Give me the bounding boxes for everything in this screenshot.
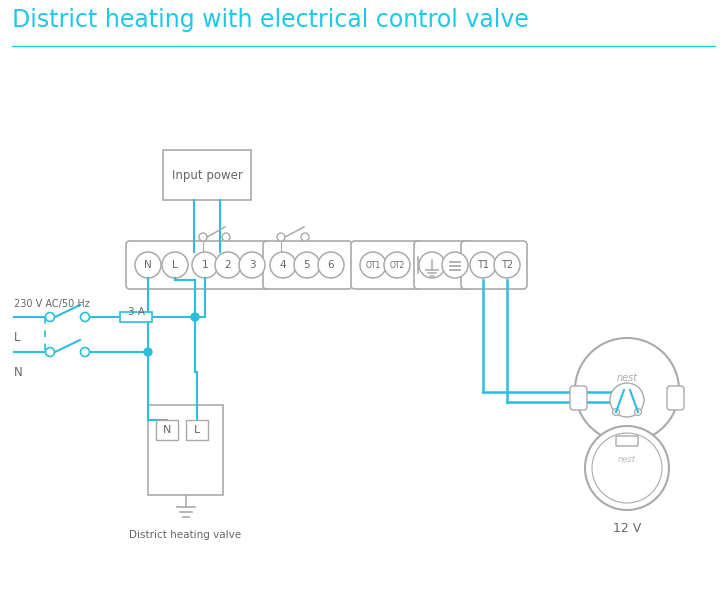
Text: N: N	[14, 366, 23, 379]
Text: T2: T2	[501, 260, 513, 270]
FancyBboxPatch shape	[163, 150, 251, 200]
Circle shape	[470, 252, 496, 278]
Text: District heating with electrical control valve: District heating with electrical control…	[12, 8, 529, 32]
FancyBboxPatch shape	[120, 312, 152, 322]
Text: 4: 4	[280, 260, 286, 270]
Circle shape	[612, 409, 620, 415]
FancyBboxPatch shape	[148, 405, 223, 495]
Circle shape	[239, 252, 265, 278]
Text: 230 V AC/50 Hz: 230 V AC/50 Hz	[14, 299, 90, 309]
Circle shape	[144, 348, 152, 356]
FancyBboxPatch shape	[186, 420, 208, 440]
Text: 6: 6	[328, 260, 334, 270]
FancyBboxPatch shape	[414, 241, 472, 289]
Text: 3: 3	[249, 260, 256, 270]
Text: N: N	[163, 425, 171, 435]
Text: nest: nest	[618, 456, 636, 465]
Circle shape	[45, 347, 55, 356]
Circle shape	[575, 338, 679, 442]
Circle shape	[360, 252, 386, 278]
Circle shape	[494, 252, 520, 278]
Circle shape	[384, 252, 410, 278]
Text: 1: 1	[202, 260, 208, 270]
FancyBboxPatch shape	[616, 436, 638, 446]
Circle shape	[191, 313, 199, 321]
Circle shape	[301, 233, 309, 241]
Text: N: N	[144, 260, 152, 270]
Text: L: L	[194, 425, 200, 435]
Circle shape	[81, 312, 90, 321]
Circle shape	[610, 383, 644, 417]
Circle shape	[635, 409, 641, 415]
Circle shape	[585, 426, 669, 510]
Text: L: L	[14, 331, 20, 344]
FancyBboxPatch shape	[461, 241, 527, 289]
Text: District heating valve: District heating valve	[130, 530, 242, 540]
Circle shape	[45, 312, 55, 321]
FancyBboxPatch shape	[156, 420, 178, 440]
Text: 5: 5	[304, 260, 310, 270]
Circle shape	[192, 252, 218, 278]
Text: T1: T1	[477, 260, 489, 270]
Text: 12 V: 12 V	[613, 522, 641, 535]
FancyBboxPatch shape	[570, 386, 587, 410]
FancyBboxPatch shape	[667, 386, 684, 410]
Text: OT1: OT1	[365, 261, 381, 270]
Circle shape	[162, 252, 188, 278]
Circle shape	[81, 347, 90, 356]
Circle shape	[419, 252, 445, 278]
Circle shape	[294, 252, 320, 278]
Text: OT2: OT2	[389, 261, 405, 270]
FancyBboxPatch shape	[126, 241, 271, 289]
Circle shape	[222, 233, 230, 241]
Circle shape	[277, 233, 285, 241]
Text: 3 A: 3 A	[127, 307, 144, 317]
Text: 2: 2	[225, 260, 232, 270]
Circle shape	[442, 252, 468, 278]
Circle shape	[199, 233, 207, 241]
Circle shape	[135, 252, 161, 278]
Circle shape	[270, 252, 296, 278]
Circle shape	[318, 252, 344, 278]
FancyBboxPatch shape	[351, 241, 422, 289]
Circle shape	[215, 252, 241, 278]
Circle shape	[592, 433, 662, 503]
Text: L: L	[172, 260, 178, 270]
Text: nest: nest	[617, 373, 638, 383]
FancyBboxPatch shape	[263, 241, 352, 289]
Text: Input power: Input power	[172, 169, 242, 182]
